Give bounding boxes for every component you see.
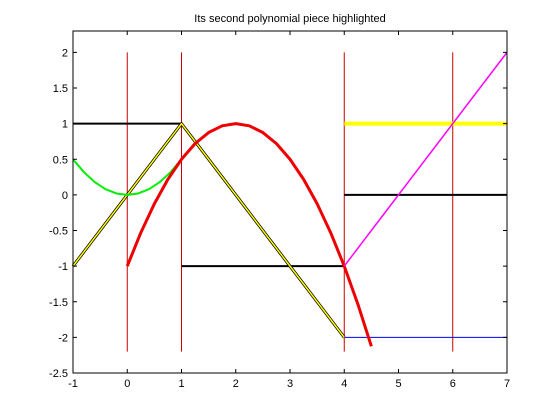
y-tick-label-3: -1 bbox=[58, 261, 68, 273]
y-tick-label-7: 1 bbox=[62, 119, 68, 131]
tick-layer: -1 0 1 2 3 4 5 6 7 -2.5 -2 -1.5 -1 -0.5 0 0.5 1 1.5 2 bbox=[49, 31, 510, 390]
x-tick-label-3: 2 bbox=[233, 378, 239, 390]
y-tick-label-2: -1.5 bbox=[49, 297, 68, 309]
y-tick-label-9: 2 bbox=[62, 47, 68, 59]
series-5-line bbox=[72, 122, 345, 338]
plot-area bbox=[73, 31, 507, 373]
series-8-line bbox=[343, 51, 508, 267]
chart-title: Its second polynomial piece highlighted bbox=[194, 13, 385, 25]
x-tick-label-7: 6 bbox=[450, 378, 456, 390]
x-tick-label-1: 0 bbox=[124, 378, 130, 390]
x-tick-label-4: 3 bbox=[287, 378, 293, 390]
y-tick-label-0: -2.5 bbox=[49, 368, 68, 380]
x-tick-label-2: 1 bbox=[178, 378, 184, 390]
series-7-line bbox=[125, 122, 373, 347]
series-6-line bbox=[72, 158, 183, 196]
y-tick-label-5: 0 bbox=[62, 190, 68, 202]
x-tick-label-6: 5 bbox=[395, 378, 401, 390]
data-layer bbox=[71, 51, 508, 352]
y-tick-label-1: -2 bbox=[58, 332, 68, 344]
y-tick-label-8: 1.5 bbox=[53, 83, 68, 95]
y-tick-label-4: -0.5 bbox=[49, 226, 68, 238]
x-tick-label-8: 7 bbox=[504, 378, 510, 390]
x-tick-label-5: 4 bbox=[341, 378, 347, 390]
y-tick-label-6: 0.5 bbox=[53, 154, 68, 166]
x-tick-label-0: -1 bbox=[68, 378, 78, 390]
